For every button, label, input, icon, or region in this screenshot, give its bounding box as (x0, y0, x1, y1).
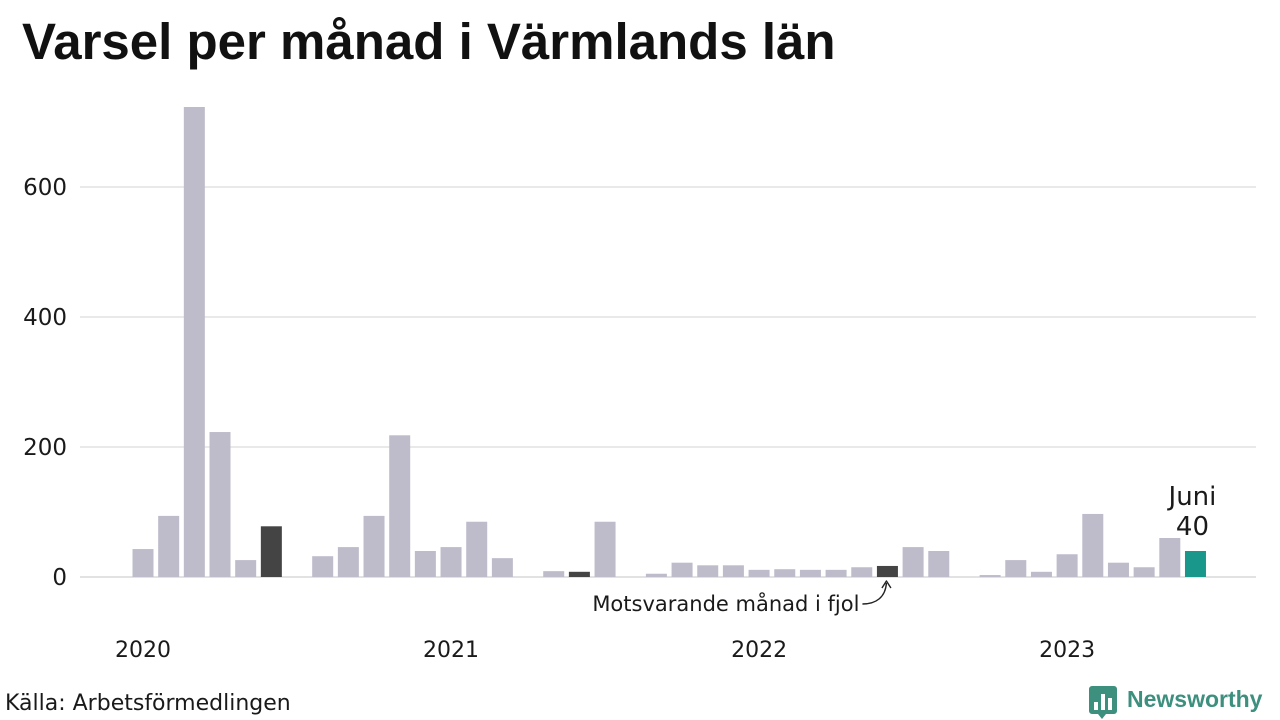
y-axis-tick-labels: 0 200 400 600 (23, 175, 67, 591)
bar-2022-08 (928, 550, 950, 577)
bar-2022-12 (1030, 571, 1052, 577)
bar-2021-02 (466, 521, 488, 577)
x-tick-label-2022: 2022 (731, 638, 787, 663)
x-tick-label-2023: 2023 (1039, 638, 1095, 663)
bar-2023-04 (1133, 567, 1155, 577)
bar-2020-06 (260, 526, 282, 577)
bar-2022-02 (774, 569, 796, 577)
bar-2020-10 (363, 515, 385, 577)
x-axis-year-labels: 2020 2021 2022 2023 (115, 638, 1095, 663)
bar-2022-06 (876, 565, 898, 577)
bar-2022-07 (902, 547, 924, 577)
gridlines (80, 186, 1256, 578)
x-tick-label-2020: 2020 (115, 638, 171, 663)
brand-name: Newsworthy (1127, 686, 1263, 712)
bar-2023-05 (1159, 537, 1181, 577)
chart-title: Varsel per månad i Värmlands län (22, 13, 836, 70)
bar-2023-06 (1184, 550, 1206, 577)
current-value-label: 40 (1176, 512, 1209, 542)
bar-2020-05 (235, 560, 257, 577)
bar-2021-05 (543, 571, 565, 577)
bar-2020-01 (132, 549, 154, 577)
bar-2020-11 (389, 435, 411, 577)
bar-2020-04 (209, 432, 231, 577)
y-tick-label-200: 200 (23, 435, 67, 461)
bar-2020-03 (183, 107, 205, 577)
x-tick-label-2021: 2021 (423, 638, 479, 663)
bar-2022-03 (799, 569, 821, 577)
bar-2021-03 (491, 558, 513, 577)
bar-2022-10 (979, 575, 1001, 577)
bar-2021-09 (645, 573, 667, 577)
source-note: Källa: Arbetsförmedlingen (5, 691, 291, 716)
bar-2022-05 (851, 567, 873, 577)
y-tick-label-600: 600 (23, 175, 67, 201)
bar-2022-01 (748, 569, 770, 577)
newsworthy-logo-icon (1089, 686, 1117, 719)
comparison-annotation: Motsvarande månad i fjol (592, 580, 892, 616)
y-tick-label-0: 0 (52, 565, 67, 591)
arrowhead-icon (881, 580, 892, 589)
bar-2021-01 (440, 547, 462, 577)
bar-2022-04 (825, 569, 847, 577)
bar-2021-10 (671, 562, 693, 577)
bar-2021-11 (697, 565, 719, 577)
bar-2021-12 (722, 565, 744, 577)
comparison-note: Motsvarande månad i fjol (592, 591, 859, 616)
bar-2020-09 (337, 547, 359, 577)
brand-logo: Newsworthy (1089, 686, 1263, 719)
current-month-annotation: Juni 40 (1167, 482, 1217, 542)
bar-2021-07 (594, 521, 616, 577)
bar-2022-11 (1005, 560, 1027, 577)
bar-2020-12 (414, 550, 436, 577)
current-month-label: Juni (1167, 482, 1217, 512)
bars (132, 107, 1206, 577)
bar-2020-02 (158, 515, 180, 577)
bar-2023-02 (1082, 513, 1104, 577)
bar-2023-03 (1107, 562, 1129, 577)
comparison-arrow (862, 582, 888, 605)
y-tick-label-400: 400 (23, 305, 67, 331)
bar-2021-06 (568, 571, 590, 577)
bar-2023-01 (1056, 554, 1078, 577)
bar-2020-08 (312, 556, 334, 577)
